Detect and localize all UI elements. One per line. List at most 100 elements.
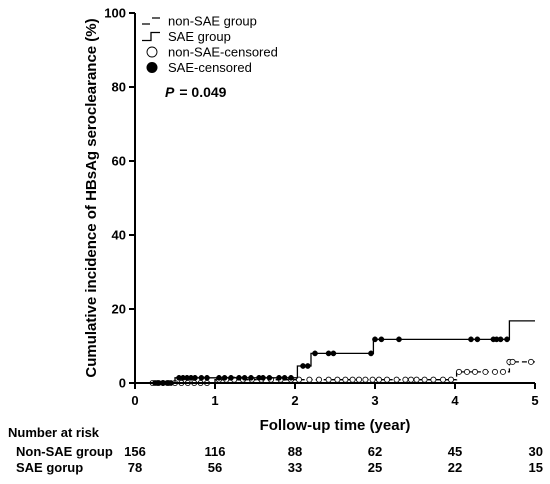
sae-censored-point xyxy=(368,350,374,357)
legend-label: SAE-censored xyxy=(168,60,252,75)
sae-censored-point xyxy=(241,374,248,381)
legend-label: non-SAE group xyxy=(168,14,257,29)
x-tick-label: 4 xyxy=(451,393,459,408)
y-tick-label: 60 xyxy=(112,154,126,169)
sae-censored-point xyxy=(372,336,378,343)
risk-value: 45 xyxy=(448,444,462,459)
non-sae-censored-point xyxy=(375,376,382,383)
risk-value: 30 xyxy=(529,444,543,459)
risk-value: 62 xyxy=(368,444,382,459)
non-sae-censored-point xyxy=(355,376,362,383)
y-tick-label: 20 xyxy=(112,302,126,317)
sae-censored-point xyxy=(378,336,385,343)
sae-censored-point xyxy=(216,374,222,381)
non-sae-censored-point xyxy=(528,358,535,365)
non-sae-censored-point xyxy=(362,376,369,383)
non-sae-censored-point xyxy=(430,376,437,383)
p-value-annotation: P = 0.049 xyxy=(165,84,227,100)
non-sae-censored-point xyxy=(306,376,313,383)
x-tick-label: 3 xyxy=(371,393,378,408)
sae-censored-point xyxy=(497,336,504,343)
sae-censored-point xyxy=(304,363,311,369)
legend-solid-symbol xyxy=(142,31,160,42)
non-sae-censored-point xyxy=(342,376,349,383)
x-tick-label: 2 xyxy=(291,393,298,408)
x-tick-label: 1 xyxy=(211,393,218,408)
non-sae-censored-point xyxy=(349,376,356,383)
risk-value: 78 xyxy=(128,460,142,475)
non-sae-censored-point xyxy=(447,376,454,383)
risk-value: 15 xyxy=(529,460,543,475)
sae-censored-point xyxy=(221,374,228,381)
non-sae-censored-point xyxy=(407,376,414,383)
non-sae-censored-point xyxy=(455,368,462,375)
risk-value: 25 xyxy=(368,460,382,475)
sae-censored-point xyxy=(504,336,510,343)
y-tick-label: 40 xyxy=(112,228,126,243)
y-axis-title: Cumulative incidence of HBsAg serocleara… xyxy=(83,18,100,377)
sae-censored-point xyxy=(204,374,210,381)
legend-dashed-symbol xyxy=(142,17,160,25)
non-sae-censored-point xyxy=(482,368,489,375)
sae-censored-point xyxy=(312,350,318,357)
sae-censored-point xyxy=(288,374,294,381)
risk-value: 88 xyxy=(288,444,302,459)
risk-table: Number at risk Non-SAE group 156 116 88 62 45 3… xyxy=(8,425,543,475)
risk-row-label: Non-SAE group xyxy=(16,444,113,459)
non-sae-censored-point xyxy=(393,376,400,383)
sae-censored-point xyxy=(260,374,266,381)
legend-label: non-SAE-censored xyxy=(168,45,278,60)
y-tick-label: 100 xyxy=(104,6,126,21)
sae-censored-point xyxy=(300,363,306,369)
p-value-number: = 0.049 xyxy=(179,84,226,100)
non-sae-censored-point xyxy=(402,376,409,383)
y-tick-label: 0 xyxy=(119,376,126,391)
p-value-symbol: P xyxy=(165,84,175,100)
non-sae-censored-point xyxy=(334,376,341,383)
sae-censored-point xyxy=(468,336,474,343)
risk-table-header: Number at risk xyxy=(8,425,100,440)
non-sae-censored-point xyxy=(471,368,478,375)
risk-value: 56 xyxy=(208,460,222,475)
sae-censored-point xyxy=(276,374,282,381)
non-sae-censored-point xyxy=(369,376,376,383)
non-sae-censored-point xyxy=(491,368,498,375)
risk-value: 33 xyxy=(288,460,302,475)
sae-censored-point xyxy=(266,374,273,381)
risk-value: 22 xyxy=(448,460,462,475)
non-sae-censored-point xyxy=(463,368,470,375)
sae-censored-point xyxy=(198,374,205,381)
non-sae-censored-point xyxy=(315,376,322,383)
y-tick-label: 80 xyxy=(112,80,126,95)
legend-open-circle-symbol xyxy=(146,46,158,58)
risk-value: 116 xyxy=(205,444,226,459)
sae-censored-point xyxy=(396,336,402,343)
sae-censored-point xyxy=(325,350,332,357)
risk-value: 156 xyxy=(124,444,146,459)
sae-censored-point xyxy=(248,374,254,381)
axes: 0 1 2 3 4 5 0 20 40 60 80 100 Follow-up time (year) C… xyxy=(83,6,539,435)
risk-row-label: SAE gorup xyxy=(16,460,83,475)
non-sae-censored-point xyxy=(383,376,390,383)
sae-censored-point xyxy=(281,374,288,381)
x-tick-label: 0 xyxy=(131,393,138,408)
non-sae-censored-point xyxy=(421,376,428,383)
non-sae-censored-point xyxy=(439,376,446,383)
sae-censored-point xyxy=(474,336,481,343)
sae-censored-point xyxy=(192,374,198,381)
non-sae-censored-point xyxy=(509,358,516,365)
legend-filled-circle-symbol xyxy=(146,62,158,73)
sae-censored-point xyxy=(228,374,234,381)
sae-curve xyxy=(135,320,535,384)
x-tick-label: 5 xyxy=(531,393,538,408)
x-axis-title: Follow-up time (year) xyxy=(260,417,411,434)
sae-censored-point xyxy=(236,374,242,381)
sae-censored-point xyxy=(330,350,337,357)
plot-area xyxy=(135,320,536,386)
legend-label: SAE group xyxy=(168,29,231,44)
non-sae-censored-point xyxy=(325,376,332,383)
non-sae-censored-point xyxy=(413,376,420,383)
non-sae-censored-point xyxy=(499,368,506,375)
